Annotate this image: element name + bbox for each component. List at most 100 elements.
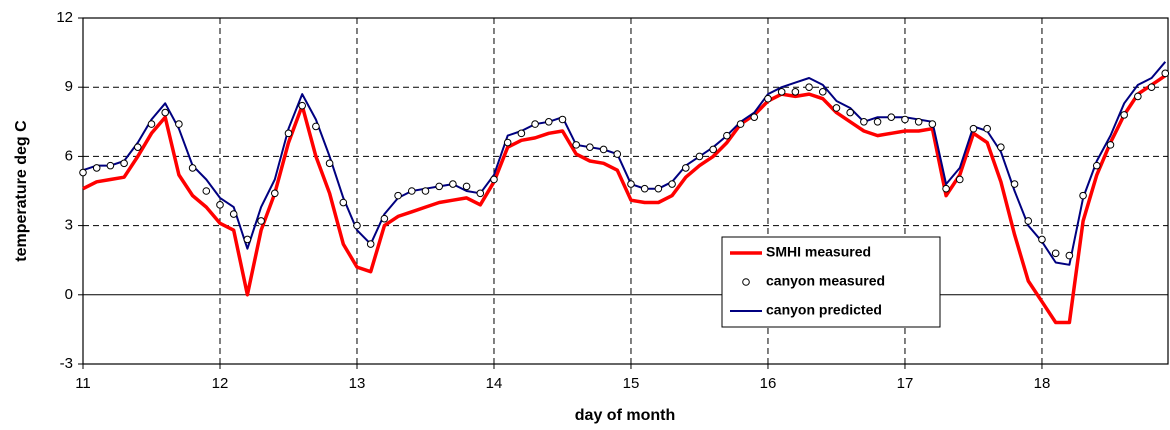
marker bbox=[654, 184, 663, 193]
marker bbox=[325, 159, 334, 168]
marker bbox=[983, 124, 991, 133]
marker bbox=[257, 217, 265, 225]
marker bbox=[1024, 217, 1033, 225]
marker bbox=[860, 118, 868, 126]
marker bbox=[805, 83, 813, 91]
y-tick-label: 9 bbox=[65, 78, 73, 95]
marker bbox=[572, 141, 580, 149]
marker bbox=[188, 164, 197, 172]
x-tick-label: 17 bbox=[897, 375, 914, 392]
marker bbox=[586, 143, 594, 151]
marker bbox=[1106, 141, 1115, 149]
marker bbox=[1161, 69, 1170, 78]
marker bbox=[270, 189, 279, 198]
x-tick-label: 13 bbox=[349, 375, 366, 392]
marker bbox=[997, 143, 1005, 151]
marker bbox=[490, 175, 498, 184]
marker bbox=[147, 120, 156, 128]
y-tick-label: 6 bbox=[65, 147, 73, 164]
marker bbox=[106, 161, 115, 170]
marker bbox=[531, 120, 539, 128]
marker bbox=[175, 120, 183, 128]
marker bbox=[435, 182, 443, 191]
legend: SMHI measured canyon measured canyon predi… bbox=[721, 236, 941, 328]
marker bbox=[216, 201, 224, 209]
marker bbox=[599, 145, 608, 154]
marker bbox=[517, 129, 526, 138]
y-tick-label: 0 bbox=[65, 286, 73, 303]
marker bbox=[462, 182, 471, 191]
marker bbox=[627, 180, 635, 188]
marker bbox=[955, 175, 964, 184]
marker bbox=[79, 168, 87, 177]
marker bbox=[380, 214, 389, 223]
marker bbox=[901, 115, 909, 124]
plot-frame bbox=[82, 17, 1169, 365]
marker bbox=[1065, 251, 1074, 260]
x-tick-label: 16 bbox=[760, 375, 777, 392]
y-tick-label: 12 bbox=[56, 9, 73, 26]
marker bbox=[709, 145, 717, 154]
marker bbox=[681, 164, 690, 172]
marker bbox=[120, 159, 128, 168]
marker bbox=[503, 138, 512, 147]
marker bbox=[613, 150, 622, 158]
marker bbox=[887, 113, 896, 121]
marker bbox=[818, 88, 827, 96]
marker bbox=[421, 187, 430, 195]
marker bbox=[1147, 83, 1156, 91]
marker bbox=[202, 187, 211, 195]
marker bbox=[928, 120, 937, 128]
marker bbox=[736, 120, 745, 128]
marker bbox=[1010, 180, 1019, 188]
marker bbox=[969, 124, 978, 133]
legend-marker bbox=[742, 278, 750, 286]
marker bbox=[92, 164, 101, 172]
marker bbox=[1038, 235, 1046, 244]
marker bbox=[668, 180, 676, 188]
marker bbox=[339, 198, 348, 207]
marker bbox=[284, 129, 293, 138]
marker bbox=[229, 210, 238, 218]
marker bbox=[407, 187, 416, 195]
marker bbox=[832, 104, 841, 112]
marker bbox=[914, 118, 923, 126]
line bbox=[82, 61, 1167, 266]
marker bbox=[544, 118, 553, 126]
x-tick-label: 11 bbox=[75, 375, 91, 392]
marker bbox=[243, 235, 252, 244]
marker bbox=[476, 189, 485, 198]
legend-label: SMHI measured bbox=[766, 244, 871, 260]
marker bbox=[161, 108, 169, 117]
x-axis-label: day of month bbox=[575, 407, 675, 424]
marker bbox=[764, 94, 772, 103]
marker bbox=[312, 122, 320, 131]
marker bbox=[750, 113, 759, 121]
marker bbox=[394, 191, 402, 200]
marker bbox=[695, 152, 704, 161]
marker bbox=[1092, 161, 1101, 170]
marker bbox=[777, 88, 786, 96]
marker bbox=[298, 101, 306, 110]
marker bbox=[1079, 191, 1087, 200]
marker bbox=[558, 115, 567, 124]
x-tick-label: 18 bbox=[1034, 375, 1051, 392]
marker bbox=[723, 131, 731, 140]
x-tick-label: 12 bbox=[212, 375, 229, 392]
line bbox=[82, 74, 1167, 325]
marker bbox=[791, 88, 800, 96]
marker bbox=[846, 108, 854, 117]
y-axis-label: temperature deg C bbox=[13, 120, 30, 262]
marker bbox=[133, 143, 142, 151]
y-tick-label: -3 bbox=[60, 355, 73, 372]
marker bbox=[873, 118, 882, 126]
marker bbox=[1051, 249, 1060, 258]
marker bbox=[640, 184, 649, 193]
x-tick-label: 15 bbox=[623, 375, 640, 392]
marker bbox=[449, 180, 457, 188]
marker bbox=[1120, 111, 1128, 119]
marker bbox=[366, 240, 375, 248]
legend-label: canyon predicted bbox=[766, 302, 882, 318]
y-tick-label: 3 bbox=[65, 217, 73, 234]
